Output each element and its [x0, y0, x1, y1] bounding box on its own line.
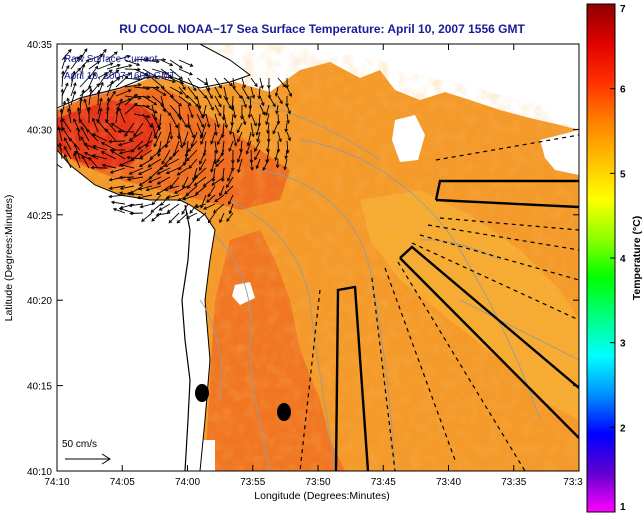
x-tick-label: 74:05	[110, 477, 135, 488]
colorbar-label: Temperature (°C)	[631, 216, 643, 301]
current-vector	[120, 177, 134, 178]
current-vector	[118, 131, 134, 132]
map-layers	[51, 44, 579, 471]
y-tick-label: 40:35	[27, 40, 52, 51]
x-tick-label: 73:45	[371, 477, 396, 488]
current-vector	[130, 213, 143, 214]
colorbar-tick-label: 5	[620, 169, 626, 180]
buoy-marker-a	[195, 384, 209, 402]
x-tick-label: 73:35	[501, 477, 526, 488]
current-vector	[109, 141, 125, 142]
x-tick-label: 74:10	[44, 477, 69, 488]
x-tick-label: 73:50	[305, 477, 330, 488]
legend-line-1: Raw Surface Current	[64, 54, 158, 65]
y-tick-label: 40:25	[27, 211, 52, 222]
x-axis-label: Longitude (Degrees:Minutes)	[254, 490, 389, 502]
current-vector	[125, 69, 140, 70]
y-tick-label: 40:15	[27, 382, 52, 393]
colorbar-tick-label: 3	[620, 339, 626, 350]
x-tick-label: 74:00	[175, 477, 200, 488]
colorbar-tick-label: 6	[620, 85, 626, 96]
colorbar-tick-label: 4	[620, 254, 626, 265]
y-tick-label: 40:10	[27, 467, 52, 478]
colorbar-tick-label: 7	[620, 4, 626, 15]
map-title: RU COOL NOAA−17 Sea Surface Temperature:…	[119, 22, 525, 36]
legend-line-2: April 10, 2007 1600 GMT	[64, 71, 176, 82]
colorbar-tick-label: 2	[620, 423, 626, 434]
colorbar-tick-label: 1	[620, 502, 626, 513]
current-vector-head	[54, 141, 57, 144]
buoy-marker-b	[277, 403, 291, 421]
current-vector-head	[51, 160, 54, 163]
x-tick-label: 73:3	[563, 477, 583, 488]
x-tick-label: 73:55	[240, 477, 265, 488]
y-tick-label: 40:20	[27, 296, 52, 307]
y-tick-label: 40:30	[27, 125, 52, 136]
y-axis-label: Latitude (Degrees:Minutes)	[3, 195, 15, 322]
scale-label: 50 cm/s	[62, 439, 97, 450]
x-tick-label: 73:40	[436, 477, 461, 488]
